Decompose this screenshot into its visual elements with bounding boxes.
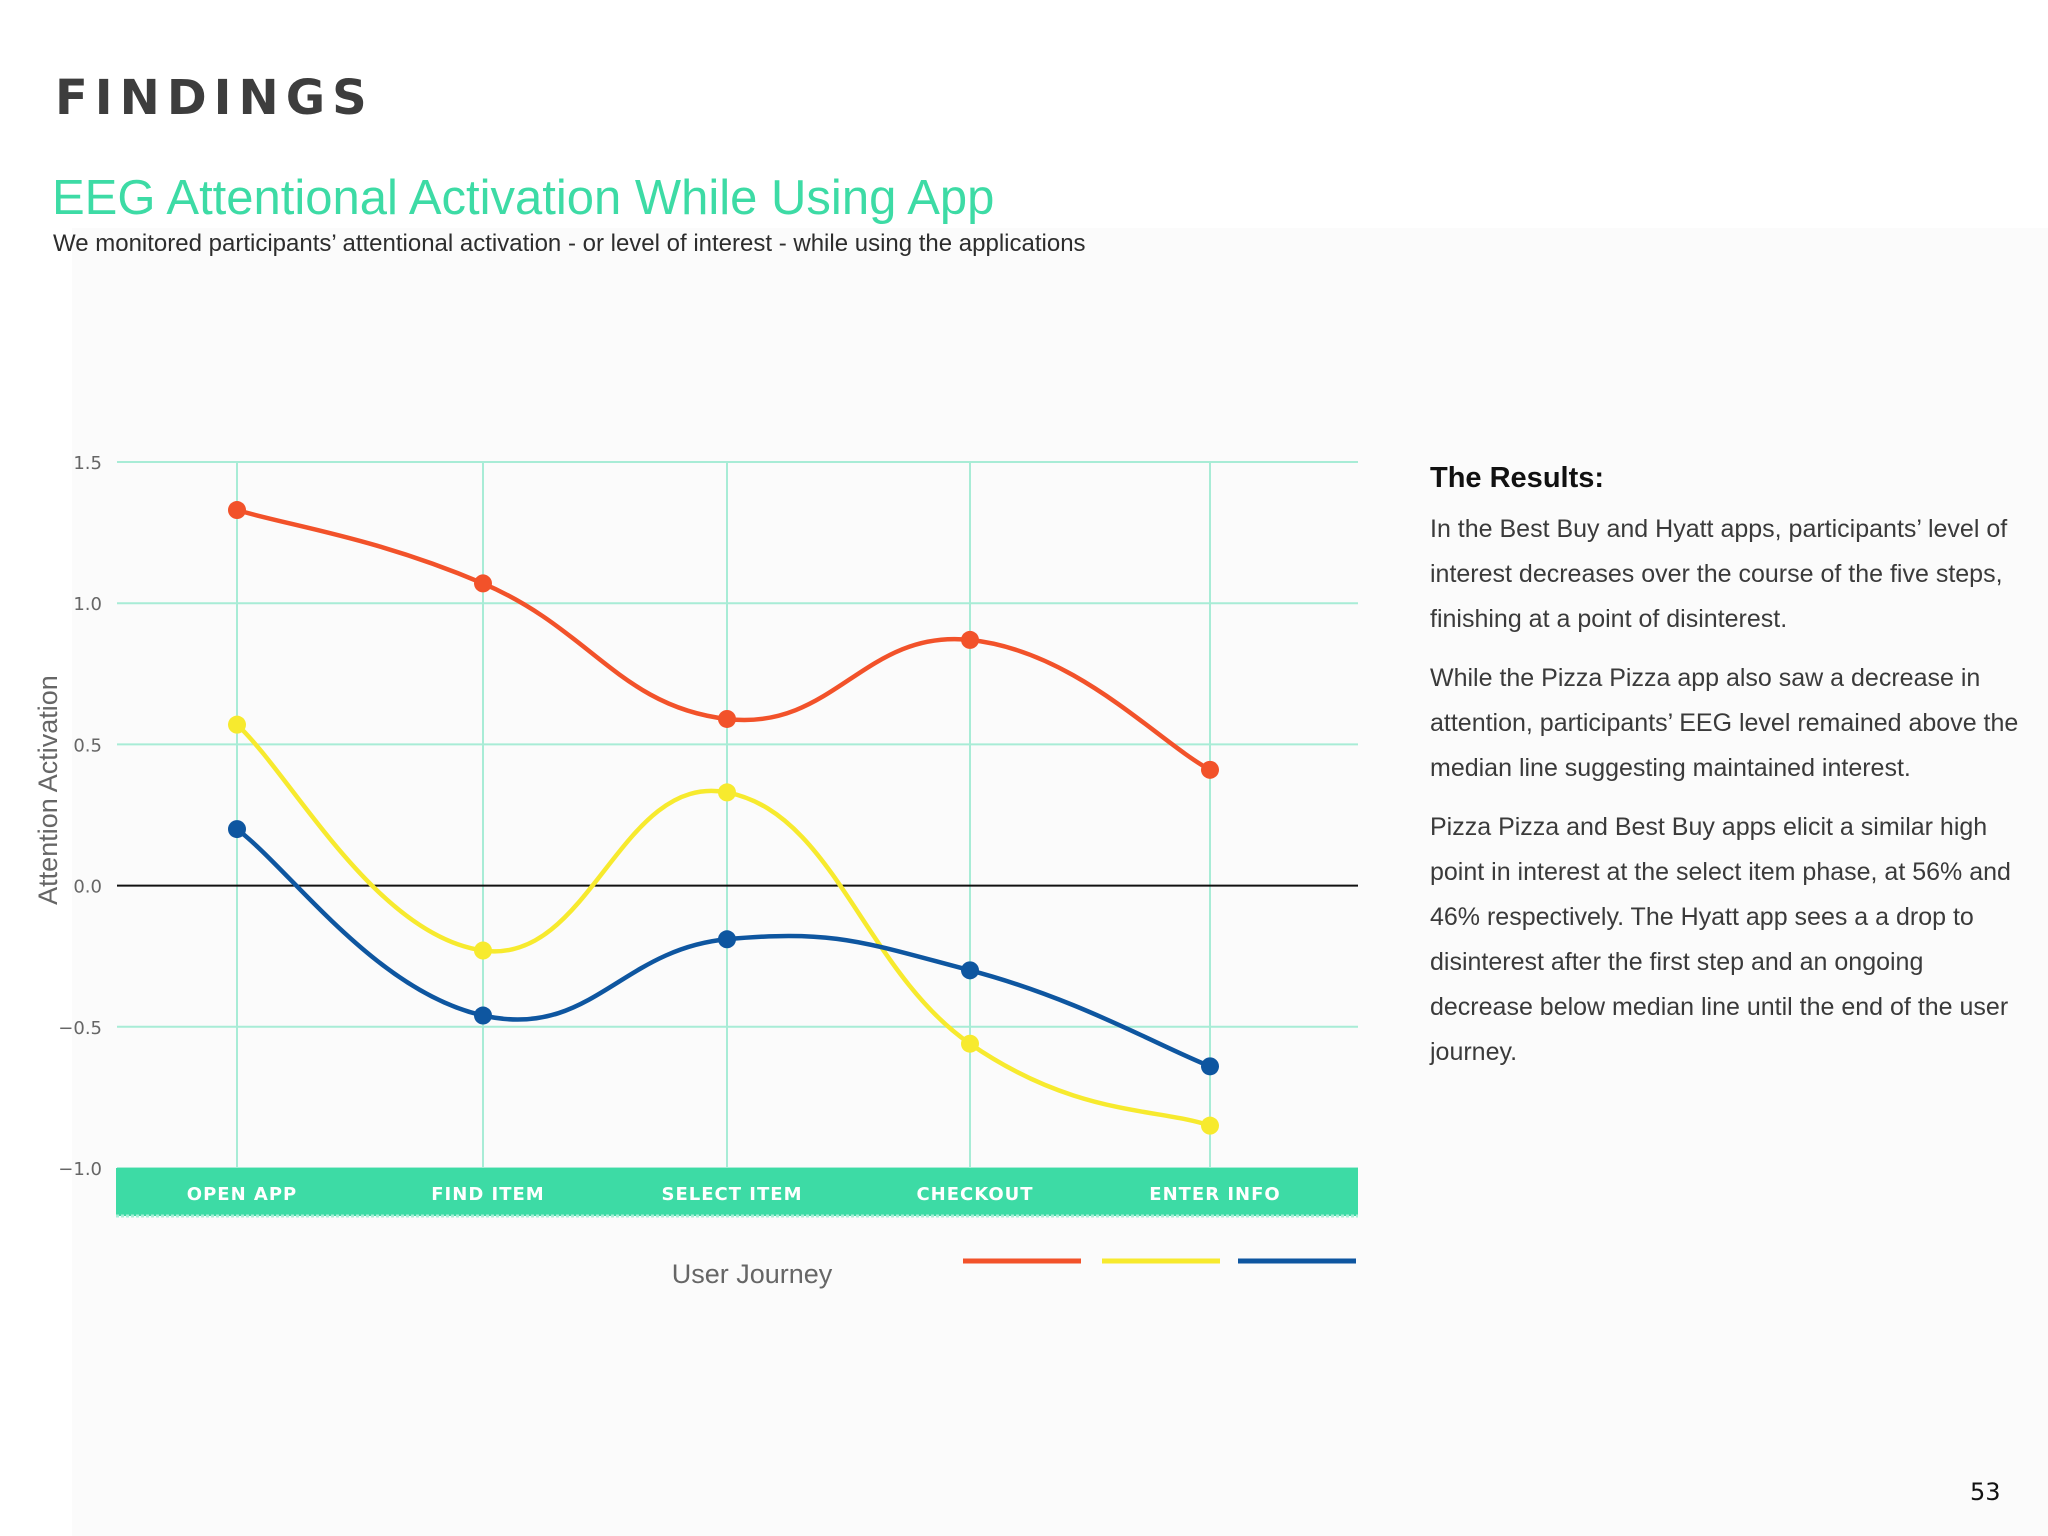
data-point: [718, 930, 736, 949]
series-line: [234, 507, 1213, 773]
data-point: [228, 501, 246, 520]
results-paragraph: In the Best Buy and Hyatt apps, particip…: [1430, 515, 2008, 633]
y-axis-label: Attention Activation: [33, 675, 63, 905]
y-tick-label: 0.5: [73, 735, 102, 756]
y-tick-label: −1.0: [58, 1159, 102, 1180]
data-point: [1201, 1116, 1219, 1135]
data-point: [228, 820, 246, 839]
results-paragraph: While the Pizza Pizza app also saw a dec…: [1430, 664, 2019, 782]
x-category-label: OPEN APP: [187, 1184, 297, 1205]
results-paragraph: Pizza Pizza and Best Buy apps elicit a s…: [1430, 813, 2011, 1066]
data-point: [1201, 760, 1219, 779]
data-point: [718, 783, 736, 802]
results-heading: The Results:: [1430, 462, 1605, 494]
data-point: [961, 630, 979, 649]
data-point: [1201, 1057, 1219, 1076]
data-point: [474, 941, 492, 960]
chart-title: EEG Attentional Activation While Using A…: [52, 171, 995, 225]
data-point: [961, 1034, 979, 1053]
x-category-label: FIND ITEM: [431, 1184, 544, 1205]
section-title: FINDINGS: [55, 70, 374, 126]
data-point: [474, 1006, 492, 1025]
content-panel: [72, 228, 2048, 1536]
x-category-label: SELECT ITEM: [662, 1184, 803, 1205]
results-panel: The Results: In the Best Buy and Hyatt a…: [1430, 462, 2020, 1089]
chart-subtitle: We monitored participants’ attentional a…: [53, 230, 1086, 257]
y-tick-label: 1.0: [73, 594, 102, 615]
category-band: [116, 1168, 1358, 1216]
data-point: [228, 715, 246, 734]
series-line: [234, 826, 1213, 1069]
data-point: [718, 709, 736, 728]
page-number: 53: [1970, 1478, 2001, 1506]
y-tick-label: 0.0: [73, 877, 102, 898]
data-point: [474, 574, 492, 593]
y-tick-label: −0.5: [58, 1018, 102, 1039]
x-category-label: CHECKOUT: [916, 1184, 1033, 1205]
series-line: [234, 722, 1213, 1128]
y-tick-label: 1.5: [73, 453, 102, 474]
data-point: [961, 961, 979, 980]
x-category-label: ENTER INFO: [1149, 1184, 1280, 1205]
x-axis-label: User Journey: [672, 1259, 833, 1289]
